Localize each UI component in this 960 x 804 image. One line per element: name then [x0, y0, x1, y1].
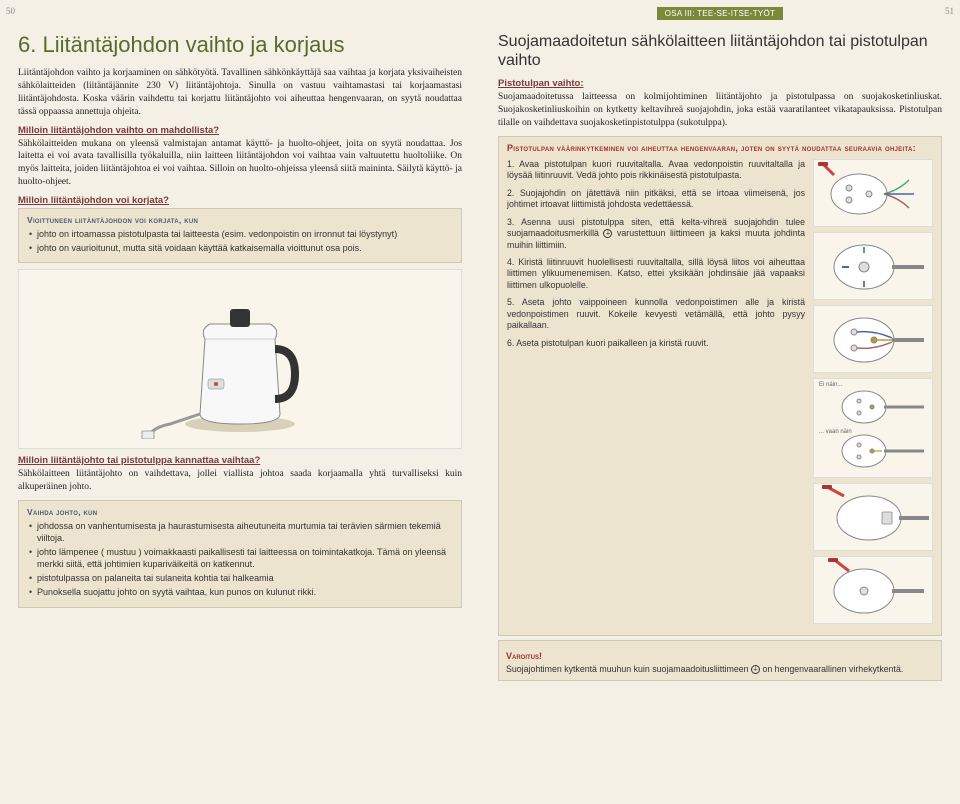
steps-layout: 1. Avaa pistotulpan kuori ruuvitaltalla.…: [507, 159, 933, 629]
warning-body: Suojajohtimen kytkentä muuhun kuin suoja…: [506, 664, 934, 675]
right-paragraph-1: Suojamaadoitetussa laitteessa on kolmijo…: [498, 91, 942, 129]
step-2: 2. Suojajohdin on jätettävä niin pitkäks…: [507, 188, 805, 211]
instructions-header: Pistotulpan väärinkytkeminen voi aiheutt…: [507, 143, 933, 154]
subheading-when-repair: Milloin liitäntäjohdon voi korjata?: [18, 195, 462, 206]
section-label: OSA III: TEE-SE-ITSE-TYÖT: [657, 7, 783, 20]
paragraph-1: Sähkölaitteiden mukana on yleensä valmis…: [18, 138, 462, 189]
page-number-left: 50: [6, 6, 15, 16]
subheading-when-replace: Milloin liitäntäjohto tai pistotulppa ka…: [18, 455, 462, 466]
plug-illus-5: [813, 483, 933, 551]
step-3: 3. Asenna uusi pistotulppa siten, että k…: [507, 217, 805, 251]
list-item: johto lämpenee ( mustuu ) voimakkaasti p…: [27, 546, 453, 570]
list-item: johdossa on vanhentumisesta ja haurastum…: [27, 520, 453, 544]
step-5: 5. Aseta johto vaippoineen kunnolla vedo…: [507, 297, 805, 331]
warning-box: Varoitus! Suojajohtimen kytkentä muuhun …: [498, 640, 942, 681]
box-header-1: Vioittuneen liitäntäjohdon voi korjata, …: [27, 215, 453, 225]
list-item: johto on irtoamassa pistotulpasta tai la…: [27, 228, 453, 240]
page-number-right: 51: [945, 6, 954, 16]
kettle-illustration: [18, 269, 462, 449]
subheading-when-possible: Milloin liitäntäjohdon vaihto on mahdoll…: [18, 125, 462, 136]
header-bar: OSA III: TEE-SE-ITSE-TYÖT: [480, 3, 960, 21]
page-spread: 50 6. Liitäntäjohdon vaihto ja korjaus L…: [0, 0, 960, 804]
step-6: 6. Aseta pistotulpan kuori paikalleen ja…: [507, 338, 805, 349]
step-1: 1. Avaa pistotulpan kuori ruuvitaltalla.…: [507, 159, 805, 182]
plug-illus-4: Ei näin... ... vaan näin: [813, 378, 933, 478]
right-title: Suojamaadoitetun sähkölaitteen liitäntäj…: [498, 32, 942, 70]
left-page: 50 6. Liitäntäjohdon vaihto ja korjaus L…: [0, 0, 480, 804]
list-item: johto on vaurioitunut, mutta sitä voidaa…: [27, 242, 453, 254]
ground-symbol-icon: ⏚: [751, 665, 760, 674]
illus-label-right: ... vaan näin: [819, 429, 852, 435]
steps-illus-column: Ei näin... ... vaan näin: [813, 159, 933, 629]
subheading-plug-change: Pistotulpan vaihto:: [498, 78, 942, 89]
intro-paragraph: Liitäntäjohdon vaihto ja korjaaminen on …: [18, 67, 462, 118]
instructions-box: Pistotulpan väärinkytkeminen voi aiheutt…: [498, 136, 942, 636]
ground-symbol-icon: ⏚: [603, 229, 612, 238]
box1-list: johto on irtoamassa pistotulpasta tai la…: [27, 228, 453, 254]
box-repair-conditions: Vioittuneen liitäntäjohdon voi korjata, …: [18, 208, 462, 263]
paragraph-3: Sähkölaitteen liitäntäjohto on vaihdetta…: [18, 468, 462, 494]
warning-title: Varoitus!: [506, 651, 542, 661]
plug-illus-3: [813, 305, 933, 373]
step-4: 4. Kiristä liitinruuvit huolellisesti ru…: [507, 257, 805, 291]
plug-illus-6: [813, 556, 933, 624]
plug-illus-1: [813, 159, 933, 227]
box-header-2: Vaihda johto, kun: [27, 507, 453, 517]
illus-label-wrong: Ei näin...: [819, 382, 842, 388]
list-item: pistotulpassa on palaneita tai sulaneita…: [27, 572, 453, 584]
chapter-title: 6. Liitäntäjohdon vaihto ja korjaus: [18, 32, 462, 57]
right-page: OSA III: TEE-SE-ITSE-TYÖT 51 Suojamaadoi…: [480, 0, 960, 804]
steps-text-column: 1. Avaa pistotulpan kuori ruuvitaltalla.…: [507, 159, 805, 629]
plug-illus-2: [813, 232, 933, 300]
box-replace-conditions: Vaihda johto, kun johdossa on vanhentumi…: [18, 500, 462, 608]
box2-list: johdossa on vanhentumisesta ja haurastum…: [27, 520, 453, 599]
list-item: Punoksella suojattu johto on syytä vaiht…: [27, 586, 453, 598]
